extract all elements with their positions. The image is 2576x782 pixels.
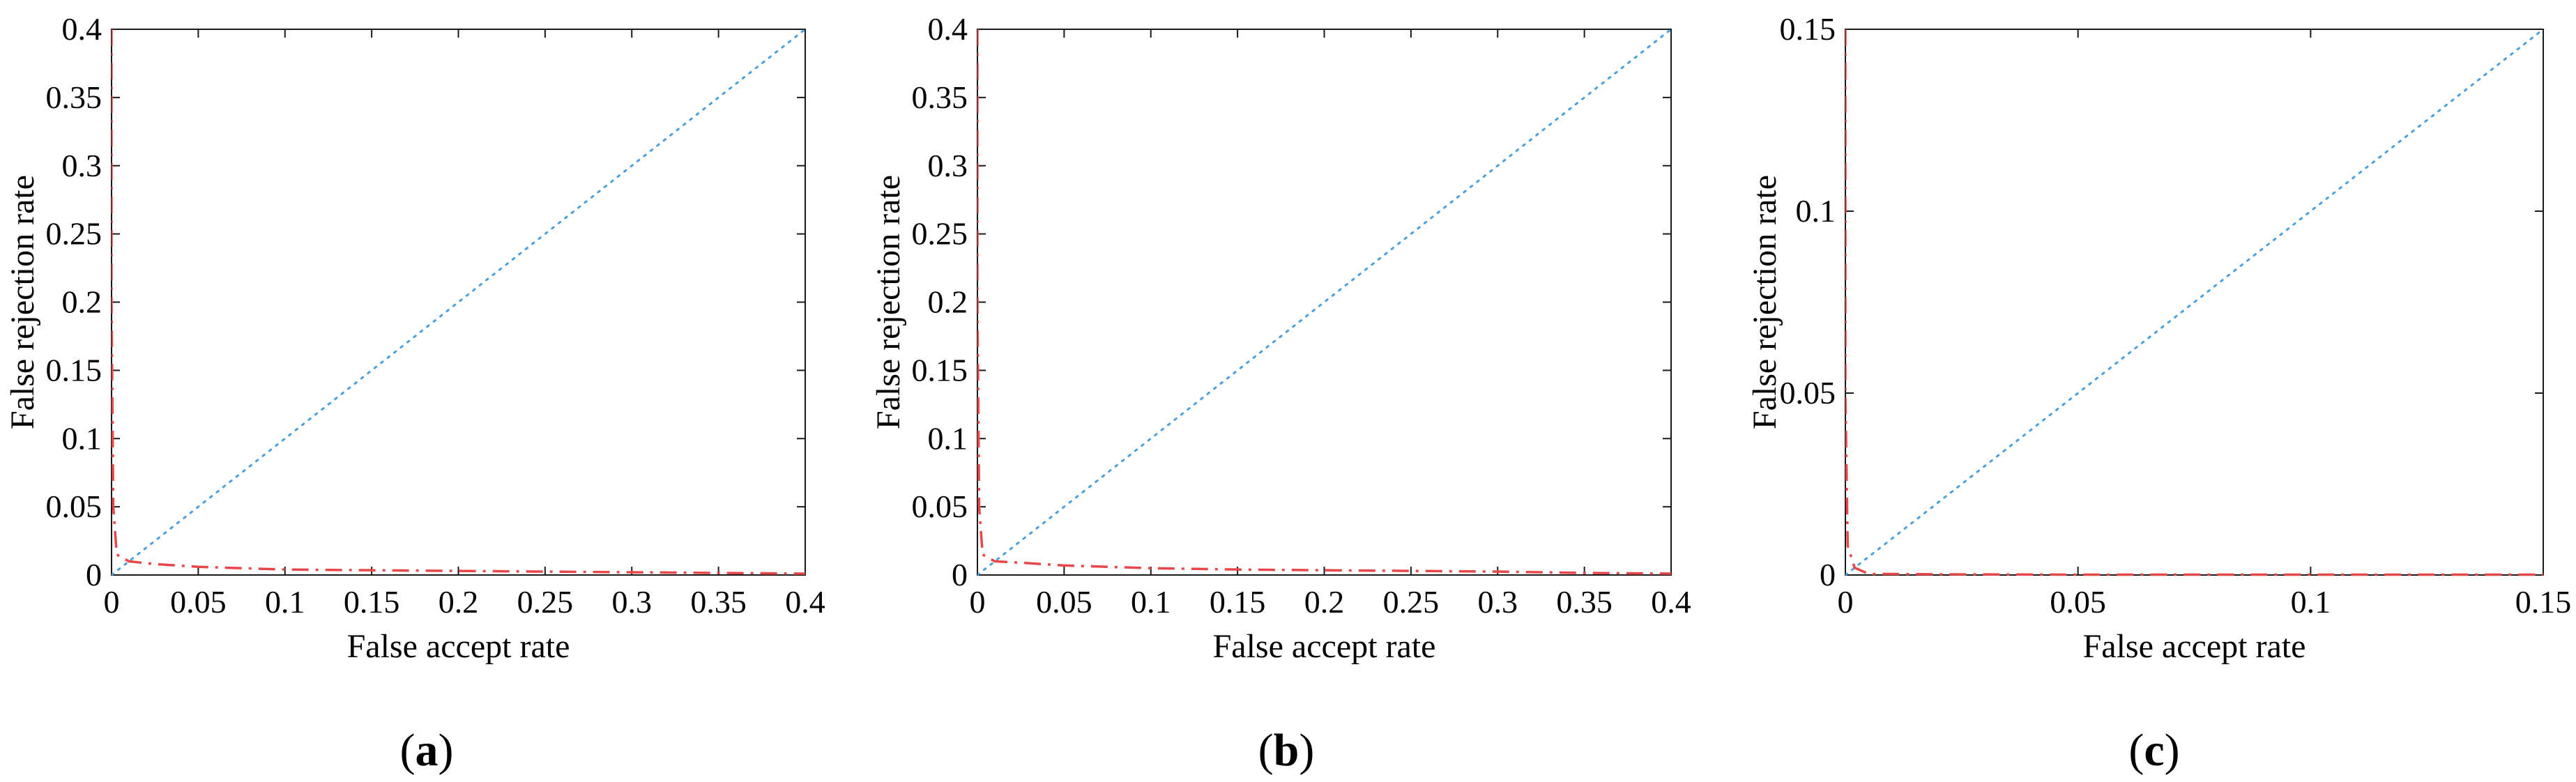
y-tick-label: 0.05	[46, 489, 102, 524]
x-tick-label: 0	[970, 584, 986, 620]
y-tick-label: 0.35	[912, 79, 968, 115]
y-tick-label: 0.2	[62, 284, 102, 320]
panel-caption: (a)	[400, 725, 454, 776]
x-tick-label: 0.4	[785, 584, 825, 620]
x-tick-label: 0.15	[1210, 584, 1266, 620]
x-tick-label: 0.25	[517, 584, 574, 620]
y-tick-label: 0.05	[1780, 375, 1836, 411]
x-axis-label: False accept rate	[347, 628, 570, 665]
x-tick-label: 0.15	[344, 584, 400, 620]
y-axis-label: False rejection rate	[4, 175, 41, 429]
x-tick-label: 0.1	[1131, 584, 1171, 620]
y-tick-label: 0.1	[928, 420, 968, 456]
x-tick-label: 0.35	[690, 584, 747, 620]
y-tick-label: 0.15	[912, 352, 968, 388]
x-axis-label: False accept rate	[2083, 628, 2306, 665]
y-tick-label: 0.2	[928, 284, 968, 320]
y-tick-label: 0	[952, 557, 968, 592]
chart-panel-c: 0 0.05 0.1 0.15 0 0.05 0.1 0.15 False accept rat…	[1746, 11, 2571, 776]
y-tick-label: 0.3	[928, 148, 968, 183]
x-tick-label: 0.35	[1556, 584, 1613, 620]
series-line-curve	[112, 29, 805, 575]
x-tick-label: 0.3	[612, 584, 653, 620]
x-axis-label: False accept rate	[1213, 628, 1436, 665]
x-tick-label: 0.05	[1036, 584, 1092, 620]
x-tick-label: 0.05	[2050, 584, 2106, 620]
y-tick-label: 0.25	[46, 216, 102, 252]
panel-caption: (b)	[1258, 725, 1315, 776]
x-tick-label: 0.4	[1651, 584, 1691, 620]
y-tick-label: 0.4	[928, 11, 968, 47]
x-tick-label: 0.15	[2515, 584, 2572, 620]
y-tick-label: 0.15	[1780, 11, 1836, 47]
x-tick-label: 0.1	[265, 584, 305, 620]
panel-caption-letter: a	[416, 725, 439, 776]
x-tick-label: 0	[104, 584, 120, 620]
plot-frame	[977, 29, 1672, 576]
plot-frame	[111, 29, 806, 576]
series-line-diagonal	[1845, 28, 2543, 576]
y-tick-label: 0.25	[912, 216, 968, 252]
y-tick-label: 0.35	[46, 79, 102, 115]
x-tick-label: 0.3	[1478, 584, 1518, 620]
chart-panel-a: 0 0.05 0.1 0.15 0.2 0.25 0.3 0.35 0.4 0 0.05 0.1 0.1…	[4, 11, 825, 776]
panel-caption: (c)	[2128, 725, 2179, 776]
series-line-diagonal	[112, 28, 805, 576]
y-tick-label: 0	[1820, 557, 1836, 592]
panel-caption-letter: c	[2144, 725, 2164, 776]
x-tick-label: 0	[1838, 584, 1854, 620]
y-tick-label: 0.1	[62, 420, 102, 456]
y-tick-label: 0.05	[912, 489, 968, 524]
y-tick-label: 0.3	[62, 148, 102, 183]
panel-caption-letter: b	[1274, 725, 1300, 776]
x-tick-label: 0.25	[1383, 584, 1440, 620]
series-line-curve	[977, 29, 1671, 575]
series-line-diagonal	[977, 28, 1671, 576]
x-tick-label: 0.2	[1304, 584, 1345, 620]
x-tick-label: 0.2	[439, 584, 479, 620]
x-tick-label: 0.1	[2291, 584, 2331, 620]
y-tick-label: 0.1	[1796, 193, 1836, 229]
y-tick-label: 0.4	[62, 11, 102, 47]
series-line-curve	[1845, 29, 2543, 576]
y-axis-label: False rejection rate	[870, 175, 907, 429]
x-tick-label: 0.05	[170, 584, 227, 620]
chart-panel-b: 0 0.05 0.1 0.15 0.2 0.25 0.3 0.35 0.4 0 0.05 0.1 0.1…	[870, 11, 1691, 776]
y-tick-label: 0	[86, 557, 102, 592]
y-axis-label: False rejection rate	[1746, 175, 1783, 429]
y-tick-label: 0.15	[46, 352, 102, 388]
